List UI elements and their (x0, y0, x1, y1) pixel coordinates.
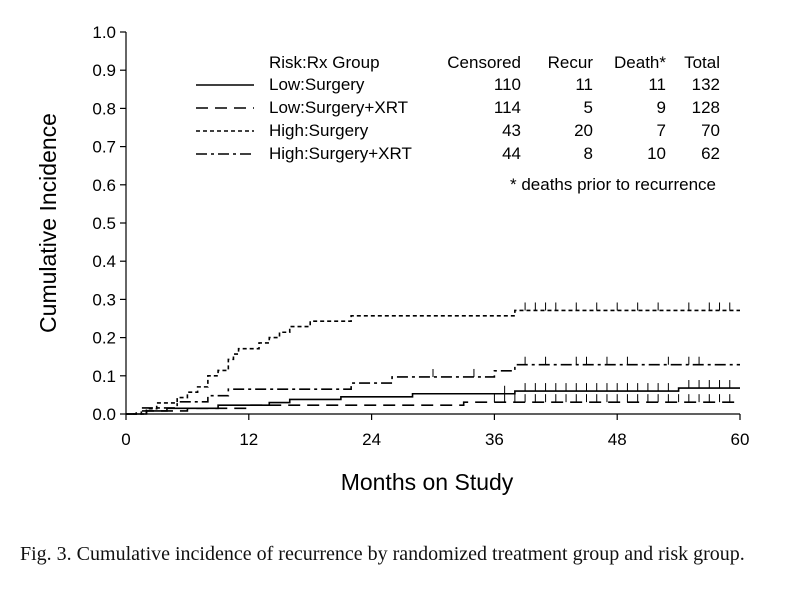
y-tick-label: 0.1 (92, 367, 116, 386)
legend-footnote: * deaths prior to recurrence (510, 175, 716, 194)
series-line-high-surgery-xrt (126, 363, 740, 415)
y-tick-label: 0.6 (92, 176, 116, 195)
legend: Risk:Rx Group Censored Recur Death* Tota… (196, 53, 720, 194)
x-tick-label: 0 (121, 430, 130, 449)
x-tick-label: 48 (608, 430, 627, 449)
x-tick-label: 12 (239, 430, 258, 449)
legend-row: Low:Surgery 110 11 11 132 (196, 75, 720, 94)
y-tick-label: 0.2 (92, 329, 116, 348)
y-tick-label: 0.3 (92, 290, 116, 309)
legend-row: High:Surgery+XRT 44 8 10 62 (196, 144, 720, 163)
legend-censored-value: 43 (502, 121, 521, 140)
y-tick-label: 0.0 (92, 405, 116, 424)
series-high-surgery-xrt (126, 356, 740, 415)
legend-recur-value: 11 (575, 75, 593, 94)
legend-group-label: Low:Surgery (269, 75, 365, 94)
figure-caption: Fig. 3. Cumulative incidence of recurren… (20, 543, 745, 565)
legend-censored-value: 44 (502, 144, 521, 163)
legend-total-value: 132 (692, 75, 720, 94)
legend-row: Low:Surgery+XRT 114 5 9 128 (196, 98, 720, 117)
y-tick-label: 0.7 (92, 138, 116, 157)
legend-death-value: 10 (647, 144, 666, 163)
series-layer (126, 302, 740, 415)
legend-death-value: 9 (657, 98, 666, 117)
legend-group-label: High:Surgery+XRT (269, 144, 412, 163)
legend-header-death: Death* (614, 53, 666, 72)
y-tick-label: 0.4 (92, 252, 116, 271)
legend-header-recur: Recur (548, 53, 594, 72)
y-axis-label: Cumulative Incidence (35, 113, 61, 333)
x-tick-label: 60 (731, 430, 750, 449)
legend-recur-value: 20 (574, 121, 593, 140)
legend-row: High:Surgery 43 20 7 70 (196, 121, 720, 140)
x-axis-label: Months on Study (341, 469, 514, 495)
legend-recur-value: 8 (584, 144, 593, 163)
legend-total-value: 70 (701, 121, 720, 140)
x-tick-label: 24 (362, 430, 381, 449)
legend-recur-value: 5 (584, 98, 593, 117)
legend-group-label: Low:Surgery+XRT (269, 98, 408, 117)
legend-total-value: 62 (701, 144, 720, 163)
legend-total-value: 128 (692, 98, 720, 117)
y-ticks: 0.0 0.1 0.2 0.3 0.4 0.5 0.6 0.7 0.8 0.9 1.0 (92, 23, 126, 424)
series-line-high-surgery (126, 309, 740, 415)
legend-header-total: Total (684, 53, 720, 72)
series-low-surgery-xrt (126, 394, 740, 415)
legend-header-censored: Censored (447, 53, 521, 72)
y-tick-label: 0.9 (92, 61, 116, 80)
x-tick-label: 36 (485, 430, 504, 449)
legend-censored-value: 110 (494, 75, 521, 94)
y-tick-label: 1.0 (92, 23, 116, 42)
legend-header-group: Risk:Rx Group (269, 53, 380, 72)
legend-group-label: High:Surgery (269, 121, 369, 140)
legend-death-value: 7 (657, 121, 666, 140)
y-tick-label: 0.8 (92, 99, 116, 118)
legend-censored-value: 114 (494, 98, 521, 117)
x-ticks: 0 12 24 36 48 60 (121, 414, 749, 449)
cumulative-incidence-chart: 0.0 0.1 0.2 0.3 0.4 0.5 0.6 0.7 0.8 0.9 1.0 0 12 24 3… (35, 23, 749, 495)
series-high-surgery (126, 302, 740, 415)
legend-rows: Low:Surgery 110 11 11 132 Low:Surgery+XRT 114 5… (196, 75, 720, 163)
series-line-low-surgery-xrt (126, 401, 740, 415)
legend-death-value: 11 (648, 75, 666, 94)
y-tick-label: 0.5 (92, 214, 116, 233)
